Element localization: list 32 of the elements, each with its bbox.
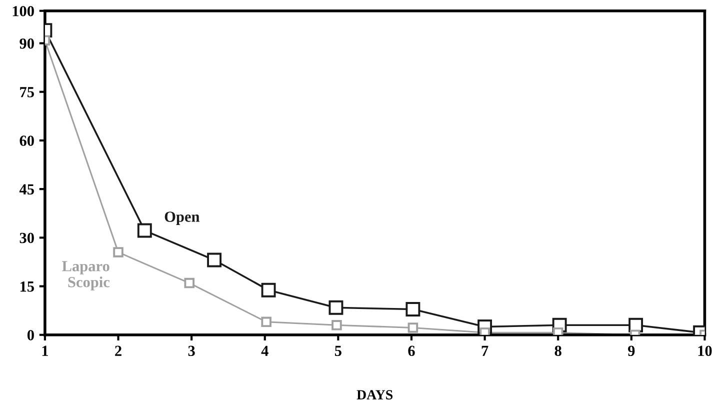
y-tick-label: 0 — [27, 330, 34, 340]
point — [137, 223, 152, 238]
x-tick-label: 2 — [115, 346, 122, 356]
y-tick-label: 45 — [19, 184, 34, 195]
point — [113, 247, 124, 258]
point — [328, 300, 344, 315]
x-tick-label: 10 — [698, 346, 712, 356]
x-axis-title: DAYS — [356, 390, 393, 400]
y-tick-label: 100 — [12, 6, 34, 16]
point — [408, 322, 418, 333]
x-tick-label: 8 — [554, 346, 562, 356]
x-tick-label: 3 — [188, 346, 195, 356]
x-tick-label: 9 — [628, 346, 635, 356]
x-tick-label: 1 — [42, 346, 48, 356]
y-tick-label: 30 — [20, 232, 34, 244]
point — [184, 278, 195, 288]
x-tick-label: 6 — [408, 346, 415, 356]
point — [406, 302, 420, 316]
y-tick-label: 60 — [20, 136, 34, 146]
point — [552, 327, 564, 335]
y-tick-label: 90 — [20, 38, 34, 49]
point — [207, 252, 222, 268]
point — [261, 282, 276, 298]
x-tick-label: 7 — [482, 346, 488, 356]
series-label: Laparo Scopic — [62, 261, 110, 290]
y-tick-label: 15 — [20, 281, 34, 292]
x-tick-label: 5 — [334, 346, 342, 356]
point — [332, 320, 342, 330]
y-tick-label: 75 — [20, 87, 34, 98]
series-label: Open — [164, 212, 200, 225]
point — [261, 316, 272, 328]
x-tick-label: 4 — [261, 346, 268, 356]
